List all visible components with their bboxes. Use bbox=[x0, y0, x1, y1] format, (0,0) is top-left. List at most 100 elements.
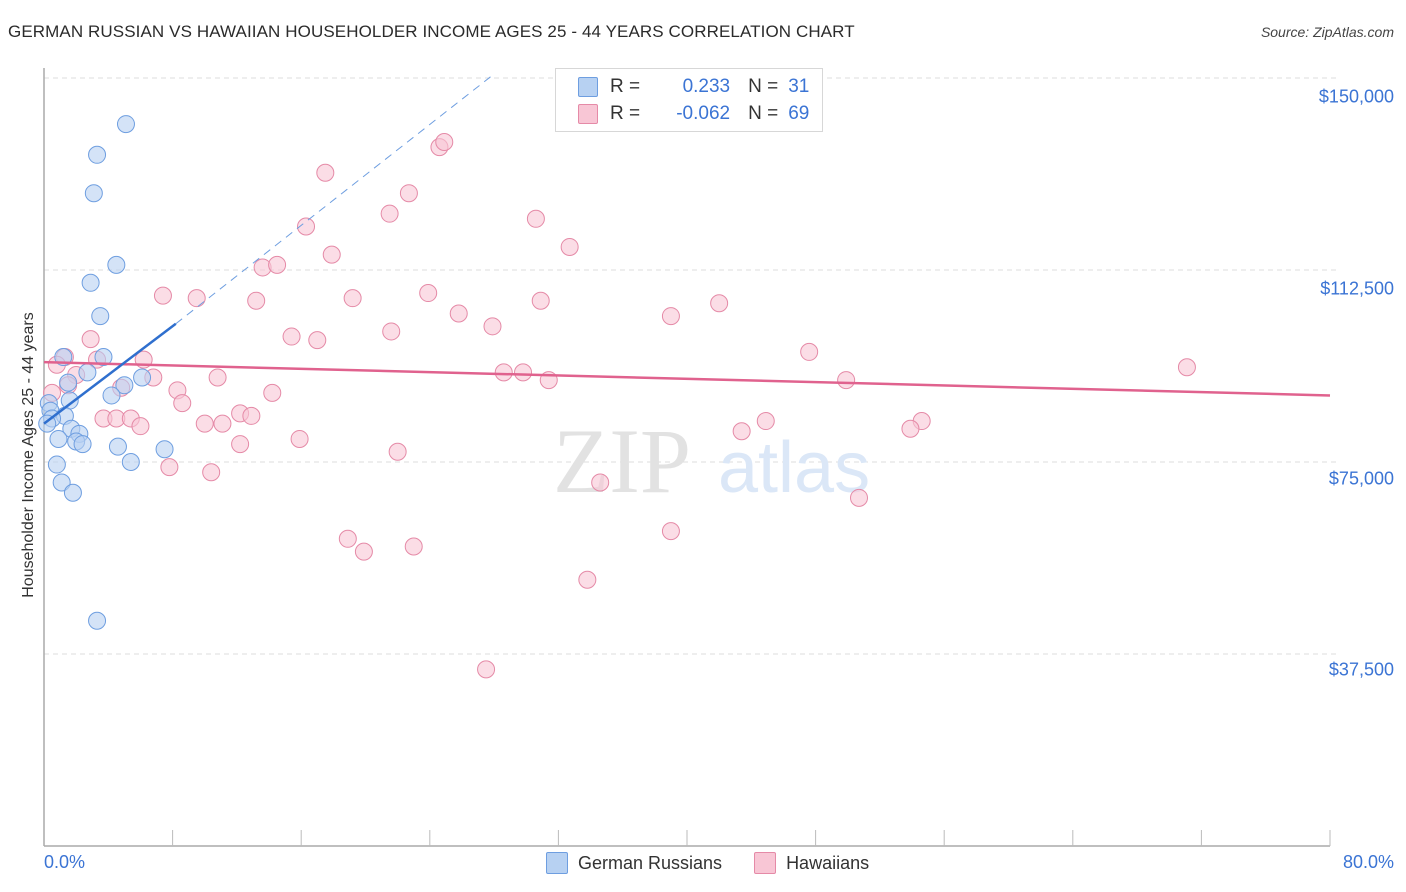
german-russians-point bbox=[88, 611, 107, 630]
german-russians-point bbox=[73, 435, 92, 454]
hawaiians-point bbox=[837, 371, 856, 390]
german-russians-point bbox=[84, 184, 103, 203]
hawaiians-point bbox=[282, 327, 301, 346]
hawaiians-point bbox=[1177, 358, 1196, 377]
blue-swatch-icon bbox=[578, 77, 598, 97]
hawaiians-point bbox=[483, 317, 502, 336]
hawaiians-point bbox=[202, 463, 221, 482]
r-value: 0.233 bbox=[682, 76, 731, 97]
r-label: R = bbox=[610, 103, 641, 124]
german-russians-point bbox=[52, 473, 71, 492]
n-label: N = bbox=[748, 76, 779, 97]
r-label: R = bbox=[610, 76, 641, 97]
hawaiians-point bbox=[526, 209, 545, 228]
hawaiians-point bbox=[263, 383, 282, 402]
german-russians-point bbox=[63, 483, 82, 502]
hawaiians-point bbox=[901, 419, 920, 438]
n-value: 31 bbox=[788, 76, 810, 97]
legend-item-hawaiians[interactable]: Hawaiians bbox=[754, 852, 869, 874]
hawaiians-point bbox=[308, 331, 327, 350]
source-label: Source: ZipAtlas.com bbox=[1260, 24, 1394, 40]
hawaiians-point bbox=[297, 217, 316, 236]
legend-label: German Russians bbox=[578, 852, 723, 873]
hawaiians-point bbox=[382, 322, 401, 341]
german-russians-point bbox=[133, 368, 152, 387]
pink-swatch-icon bbox=[754, 852, 777, 874]
series-legend: German Russians Hawaiians bbox=[546, 852, 901, 874]
hawaiians-point bbox=[477, 660, 496, 679]
german-russians-point bbox=[155, 440, 174, 459]
hawaiians-trendline bbox=[43, 360, 1331, 397]
hawaiians-point bbox=[231, 435, 250, 454]
hawaiians-point bbox=[449, 304, 468, 323]
x-tick-min: 0.0% bbox=[44, 852, 86, 872]
german-russians-point bbox=[107, 255, 126, 274]
german-russians-point bbox=[116, 115, 135, 134]
y-tick-37500: $37,500 bbox=[1328, 659, 1394, 680]
hawaiians-point bbox=[435, 133, 454, 151]
hawaiians-point bbox=[578, 570, 597, 589]
hawaiians-point bbox=[661, 307, 680, 326]
hawaiians-point bbox=[380, 204, 399, 223]
hawaiians-point bbox=[187, 289, 206, 308]
hawaiians-point bbox=[290, 429, 309, 448]
german-russians-point bbox=[49, 429, 68, 448]
x-tick-max: 80.0% bbox=[1342, 852, 1394, 872]
legend-row-hawaiians: R = -0.062 N = 69 bbox=[578, 102, 809, 126]
hawaiians-point bbox=[213, 414, 232, 433]
hawaiians-point bbox=[514, 363, 533, 382]
german-russians-trendline-extension bbox=[175, 73, 495, 325]
hawaiians-point bbox=[338, 529, 357, 548]
german-russians-trendline bbox=[43, 322, 177, 425]
y-tick-112500: $112,500 bbox=[1320, 278, 1394, 299]
hawaiians-point bbox=[404, 537, 423, 556]
correlation-legend: R = 0.233 N = 31 R = -0.062 N = 69 bbox=[555, 68, 823, 132]
hawaiians-point bbox=[756, 412, 775, 431]
german-russians-point bbox=[88, 145, 107, 164]
hawaiians-point bbox=[81, 330, 100, 349]
n-label: N = bbox=[748, 103, 779, 124]
german-russians-point bbox=[108, 437, 127, 456]
n-value: 69 bbox=[788, 103, 810, 124]
hawaiians-point bbox=[531, 291, 550, 310]
hawaiians-point bbox=[419, 284, 438, 303]
hawaiians-point bbox=[710, 294, 729, 313]
hawaiians-point bbox=[343, 289, 362, 308]
hawaiians-point bbox=[160, 458, 179, 477]
german-russians-point bbox=[91, 307, 110, 326]
hawaiians-point bbox=[388, 442, 407, 461]
german-russians-point bbox=[59, 373, 78, 392]
watermark-atlas: atlas bbox=[718, 428, 870, 508]
hawaiians-point bbox=[800, 342, 819, 361]
y-axis-label: Householder Income Ages 25 - 44 years bbox=[20, 312, 37, 598]
r-value: -0.062 bbox=[676, 103, 731, 124]
hawaiians-point bbox=[131, 417, 150, 436]
hawaiians-point bbox=[399, 184, 418, 203]
german-russians-point bbox=[121, 453, 140, 471]
german-russians-point bbox=[78, 363, 97, 382]
german-russians-point bbox=[115, 376, 134, 395]
hawaiians-point bbox=[242, 406, 261, 425]
hawaiians-point bbox=[661, 522, 680, 541]
hawaiians-point bbox=[322, 245, 341, 264]
hawaiians-point bbox=[195, 414, 214, 433]
hawaiians-point bbox=[208, 368, 227, 387]
legend-row-german-russians: R = 0.233 N = 31 bbox=[578, 75, 809, 99]
y-tick-75000: $75,000 bbox=[1328, 468, 1394, 489]
hawaiians-point bbox=[173, 394, 192, 413]
german-russians-point bbox=[54, 348, 73, 367]
hawaiians-point bbox=[560, 237, 579, 256]
hawaiians-point bbox=[850, 488, 869, 507]
legend-item-german-russians[interactable]: German Russians bbox=[546, 852, 722, 874]
german-russians-point bbox=[102, 386, 121, 405]
hawaiians-point bbox=[494, 363, 513, 382]
hawaiians-point bbox=[591, 473, 610, 492]
hawaiians-point bbox=[247, 291, 266, 310]
hawaiians-point bbox=[316, 163, 335, 182]
hawaiians-point bbox=[268, 255, 287, 274]
blue-swatch-icon bbox=[546, 852, 568, 874]
chart-title: GERMAN RUSSIAN VS HAWAIIAN HOUSEHOLDER I… bbox=[8, 22, 855, 41]
watermark-zip: ZIP bbox=[553, 410, 691, 512]
legend-label: Hawaiians bbox=[786, 852, 870, 873]
